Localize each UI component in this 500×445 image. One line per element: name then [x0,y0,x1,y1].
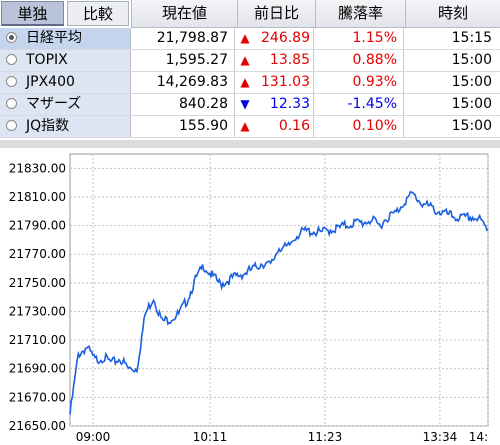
radio-icon[interactable] [6,98,17,109]
index-name: 日経平均 [26,30,82,46]
y-tick-label: 21790.00 [9,219,66,233]
current-price: 840.28 [131,94,235,115]
y-tick-label: 21810.00 [9,190,66,204]
x-tick-label: 09:00 [76,430,111,444]
time-column-header: 時刻 [405,0,500,28]
quote-time: 15:15 [451,30,492,46]
index-row-topix[interactable]: TOPIX 1,595.27 ▲ 13.85 0.88% 15:00 [0,50,500,72]
x-tick-label: 11:23 [308,430,343,444]
current-price: 155.90 [131,116,235,137]
x-tick-label: 10:11 [193,430,228,444]
y-tick-label: 21670.00 [9,390,66,404]
current-price: 21,798.87 [131,28,235,49]
change-column-header: 前日比 [237,0,315,28]
x-tick-label: 14: [469,430,488,444]
quote-panel: 単独 比較 現在値 前日比 騰落率 時刻 日経平均 21,798.87 ▲ 24… [0,0,500,140]
percent-change: 0.93% [315,72,404,93]
percent-change: 0.88% [315,50,404,71]
quote-time: 15:00 [451,52,492,68]
quote-time: 15:00 [451,96,492,112]
y-tick-label: 21690.00 [9,362,66,376]
intraday-chart-panel: 21830.00 21810.00 21790.00 21770.00 21750.00… [0,148,500,445]
current-price: 14,269.83 [131,72,235,93]
up-arrow-icon: ▲ [240,53,250,67]
up-arrow-icon: ▲ [240,119,250,133]
radio-icon[interactable] [6,120,17,131]
up-arrow-icon: ▲ [240,31,250,45]
pct-column-header: 騰落率 [315,0,405,28]
price-column-header: 現在値 [131,0,237,28]
index-name: TOPIX [26,52,68,68]
percent-change: 0.10% [315,116,404,137]
index-row-jq[interactable]: JQ指数 155.90 ▲ 0.16 0.10% 15:00 [0,116,500,138]
price-change: 12.33 [252,94,314,115]
y-tick-label: 21750.00 [9,276,66,290]
down-arrow-icon: ▼ [240,97,250,111]
percent-change: 1.15% [315,28,404,49]
index-name: マザーズ [26,96,82,112]
price-change: 246.89 [252,28,314,49]
index-row-mothers[interactable]: マザーズ 840.28 ▼ 12.33 -1.45% 15:00 [0,94,500,116]
index-name-cell[interactable]: TOPIX [0,50,131,71]
tab-single[interactable]: 単独 [1,1,64,26]
price-change: 0.16 [252,116,314,137]
index-name-cell[interactable]: 日経平均 [0,28,131,49]
index-name-cell[interactable]: JQ指数 [0,116,131,137]
up-arrow-icon: ▲ [240,75,250,89]
index-name: JPX400 [26,74,75,90]
percent-change: -1.45% [315,94,404,115]
plot-area [69,153,489,427]
index-row-nikkei[interactable]: 日経平均 21,798.87 ▲ 246.89 1.15% 15:15 [0,28,500,50]
tab-compare[interactable]: 比較 [67,1,129,26]
quote-time: 15:00 [451,118,492,134]
header-row: 単独 比較 現在値 前日比 騰落率 時刻 [0,0,500,28]
x-tick-label: 13:34 [423,430,458,444]
quote-time: 15:00 [451,74,492,90]
y-tick-label: 21710.00 [9,333,66,347]
y-tick-label: 21650.00 [9,419,66,433]
price-change: 13.85 [252,50,314,71]
radio-icon[interactable] [6,54,17,65]
y-tick-label: 21770.00 [9,247,66,261]
current-price: 1,595.27 [131,50,235,71]
intraday-chart: 21830.00 21810.00 21790.00 21770.00 21750.00… [9,153,489,444]
radio-icon[interactable] [6,76,17,87]
price-change: 131.03 [252,72,314,93]
index-row-jpx400[interactable]: JPX400 14,269.83 ▲ 131.03 0.93% 15:00 [0,72,500,94]
y-tick-label: 21730.00 [9,304,66,318]
y-tick-label: 21830.00 [9,161,66,175]
index-name-cell[interactable]: JPX400 [0,72,131,93]
index-name-cell[interactable]: マザーズ [0,94,131,115]
nikkei-intraday-line [69,190,489,415]
index-name: JQ指数 [26,118,70,134]
radio-selected-icon[interactable] [6,32,17,43]
